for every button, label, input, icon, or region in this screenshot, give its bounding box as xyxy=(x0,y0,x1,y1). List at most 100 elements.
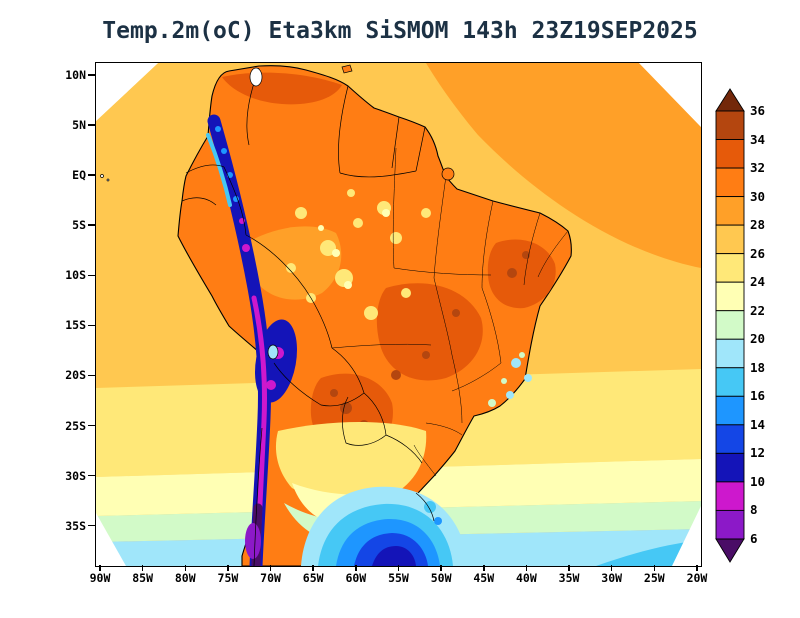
colorbar-level-label: 8 xyxy=(750,502,758,518)
x-axis-tick xyxy=(99,565,101,571)
x-axis-label: 85W xyxy=(132,571,154,585)
x-axis-label: 65W xyxy=(302,571,324,585)
colorbar-segment xyxy=(715,424,745,454)
x-axis-label: 45W xyxy=(473,571,495,585)
colorbar-segment xyxy=(715,509,745,540)
southeast-coast-cool-specks xyxy=(488,352,532,407)
colombia-andes-strip xyxy=(206,133,232,207)
state-borders xyxy=(331,147,569,477)
pampas-yellow xyxy=(275,421,427,502)
colorbar-segment xyxy=(715,110,745,140)
andes-south-purple-blob xyxy=(245,523,261,559)
colorbar-level-label: 36 xyxy=(750,103,766,118)
y-axis-tick xyxy=(88,74,95,76)
x-axis-label: 55W xyxy=(388,571,409,585)
x-axis-label: 75W xyxy=(217,571,239,585)
colorbar-level-label: 6 xyxy=(750,530,758,546)
y-axis-label: 10N xyxy=(65,68,86,82)
andes-magenta-spot4 xyxy=(266,380,276,390)
islands-and-lakes xyxy=(100,64,455,360)
lake-maracaibo xyxy=(249,67,263,87)
corner-mask-topleft xyxy=(96,63,158,121)
colorbar-level-label: 18 xyxy=(750,359,766,375)
x-axis-tick xyxy=(610,565,613,571)
colorbar-segment xyxy=(715,167,745,198)
y-axis-label: 30S xyxy=(65,468,86,483)
y-axis-tick xyxy=(88,174,95,176)
country-borders xyxy=(181,67,435,566)
uruguay-cool-spot2 xyxy=(434,517,442,525)
colorbar-segment xyxy=(715,139,745,169)
colorbar-segment xyxy=(715,452,745,483)
x-axis-label: 20W xyxy=(686,571,708,585)
y-axis-label: 20S xyxy=(65,368,86,383)
andes-magenta-spot xyxy=(242,244,250,252)
colorbar-segment xyxy=(715,395,745,426)
colorbar-level-label: 10 xyxy=(750,473,766,489)
colorbar-arrow-bottom xyxy=(715,538,745,563)
x-axis-label: 30W xyxy=(601,571,623,585)
colorbar-level-label: 28 xyxy=(750,217,766,233)
colorbar-scale xyxy=(715,88,745,563)
marajo-island xyxy=(441,167,455,181)
x-axis-label: 50W xyxy=(430,571,452,585)
colorbar-arrow-top xyxy=(715,88,745,112)
colorbar-level-label: 16 xyxy=(750,388,766,404)
x-axis-tick xyxy=(696,565,698,571)
y-axis-tick xyxy=(88,474,95,477)
page-title: Temp.2m(oC) Eta3km SiSMOM 143h 23Z19SEP2… xyxy=(102,18,698,44)
y-axis-tick xyxy=(88,374,95,377)
y-axis-tick xyxy=(88,224,95,226)
x-axis-tick xyxy=(440,565,442,571)
colorbar-level-label: 24 xyxy=(750,274,766,290)
colorbar-level-label: 32 xyxy=(750,160,766,176)
colorbar-segment xyxy=(715,338,745,369)
x-axis-tick xyxy=(141,565,144,571)
y-axis-tick xyxy=(88,424,95,427)
y-axis-label: 15S xyxy=(65,318,86,333)
corner-mask-bottomleft xyxy=(96,513,126,566)
temperature-map xyxy=(96,63,701,566)
galapagos-island xyxy=(100,174,104,178)
x-axis-tick xyxy=(184,565,187,571)
north-atlantic-warm-region xyxy=(426,63,701,268)
colorbar-level-label: 34 xyxy=(750,131,766,147)
colorbar-segment xyxy=(715,196,745,226)
colorbar-segment xyxy=(715,253,745,283)
x-axis-tick xyxy=(227,565,229,571)
colorbar-level-label: 14 xyxy=(750,416,766,432)
x-axis-label: 25W xyxy=(643,571,665,585)
y-axis-label: 5S xyxy=(72,218,86,233)
y-axis-label: EQ xyxy=(72,168,86,183)
colorbar-segment xyxy=(715,367,745,397)
trinidad-island xyxy=(341,64,353,74)
x-axis-tick xyxy=(653,565,656,571)
x-axis-label: 40W xyxy=(516,571,537,585)
domain-corner-masks xyxy=(96,63,701,566)
y-axis-label: 10S xyxy=(65,268,86,283)
x-axis-label: 60W xyxy=(345,571,367,585)
colorbar-segment xyxy=(715,281,745,312)
x-axis-tick xyxy=(269,565,272,571)
corner-mask-topright xyxy=(639,63,701,127)
x-axis-tick xyxy=(483,565,485,571)
y-axis-label: 5N xyxy=(72,118,86,133)
colorbar-segment xyxy=(715,310,745,340)
west-amazon-patch xyxy=(244,226,342,300)
southern-cold-pool xyxy=(301,486,468,566)
x-axis-tick xyxy=(525,565,528,571)
x-axis-tick xyxy=(568,565,570,571)
x-axis-tick xyxy=(355,565,357,571)
map-frame xyxy=(95,62,702,567)
colorbar-segment xyxy=(715,481,745,511)
x-axis-label: 90W xyxy=(89,571,111,585)
y-axis-tick xyxy=(88,324,95,327)
y-axis-label: 35S xyxy=(65,518,86,533)
y-axis-tick xyxy=(88,524,95,527)
y-axis-tick xyxy=(88,124,95,126)
cold-pool-navy xyxy=(372,546,416,566)
colorbar-level-label: 12 xyxy=(750,445,766,461)
x-axis-label: 80W xyxy=(174,571,196,585)
corner-mask-bottomright xyxy=(672,506,701,566)
colorbar: 36 34 32 30 28 26 24 22 20 18 16 14 12 10 8 6 xyxy=(714,88,794,564)
